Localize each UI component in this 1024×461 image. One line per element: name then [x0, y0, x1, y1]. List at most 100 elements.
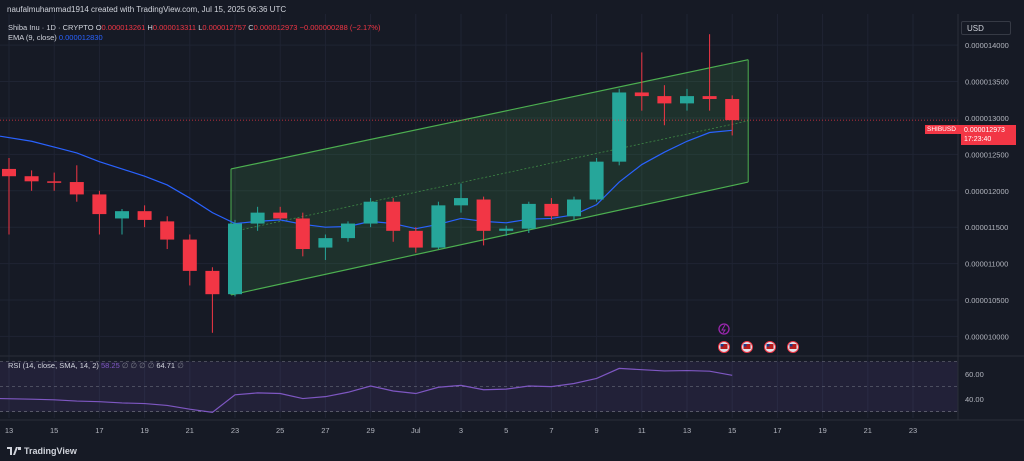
- time-tick-label: 11: [638, 426, 646, 435]
- symbol-name[interactable]: Shiba Inu · 1D · CRYPTO: [8, 23, 94, 32]
- candle-body: [295, 218, 310, 250]
- candle-body: [431, 205, 446, 248]
- candle: [250, 206, 265, 231]
- candle-body: [680, 96, 694, 104]
- candle: [363, 198, 378, 228]
- time-axis[interactable]: 13 15 17 19 21 23 25 27 29 Jul 3 5 7 9 11 13 15 17 19 21 23: [5, 426, 917, 435]
- candle-body: [454, 198, 468, 206]
- candle-body: [567, 199, 581, 217]
- channel-mid-line: [230, 120, 749, 233]
- candle: [386, 198, 401, 242]
- rsi-pane[interactable]: [0, 355, 1024, 421]
- candle: [160, 216, 175, 250]
- candle-body: [24, 176, 39, 182]
- time-tick-label: 5: [504, 426, 508, 435]
- time-tick-label: 13: [5, 426, 13, 435]
- flag-canton: [720, 344, 724, 347]
- price-axis[interactable]: 0.000014000 0.000013500 0.000013000 0.00001…: [957, 14, 1009, 420]
- last-price-value: 0.000012973: [964, 127, 1005, 134]
- currency-selector[interactable]: USD: [961, 21, 1011, 35]
- candle-body: [476, 199, 491, 231]
- time-tick-label: 27: [321, 426, 329, 435]
- candle-body: [228, 223, 242, 295]
- price-tick-label: 0.000012500: [965, 150, 1009, 159]
- candle-body: [589, 161, 604, 200]
- flag-stripes: [743, 344, 751, 349]
- time-tick-label: 17: [95, 426, 103, 435]
- low-value: 0.000012757: [202, 23, 247, 32]
- price-tick-label: 0.000012000: [965, 187, 1009, 196]
- candle-body: [544, 203, 559, 217]
- price-tick-label: 0.000011500: [965, 223, 1008, 232]
- time-tick-label: 21: [186, 426, 194, 435]
- price-tick-label: 0.000013500: [965, 78, 1009, 87]
- us-flag-icon: [764, 341, 776, 353]
- close-label: C: [248, 23, 254, 32]
- us-flag-icon: [741, 341, 753, 353]
- time-tick-label: 23: [231, 426, 239, 435]
- price-tick-label: 0.000011000: [965, 260, 1008, 269]
- price-tick-label: 0.000013000: [965, 114, 1009, 123]
- high-value: 0.000013311: [152, 23, 197, 32]
- candle: [228, 219, 242, 297]
- candle-body: [363, 201, 378, 224]
- lightning-icon: [718, 323, 730, 335]
- low-label: L: [198, 23, 203, 32]
- candle-body: [386, 201, 401, 231]
- time-tick-label: 13: [683, 426, 691, 435]
- time-tick-label: 15: [728, 426, 736, 435]
- candle: [273, 206, 288, 220]
- ema-legend[interactable]: EMA (9, close) 0.000012830: [8, 33, 103, 42]
- candle: [408, 227, 423, 253]
- open-value: 0.000013261: [101, 23, 146, 32]
- candle-body: [137, 211, 152, 220]
- candle: [295, 212, 310, 257]
- candle-body: [205, 270, 220, 295]
- candles: [0, 34, 958, 333]
- chart-header: naufalmuhammad1914 created with TradingV…: [7, 5, 287, 14]
- candle: [318, 234, 333, 260]
- ema-value: 0.000012830: [58, 33, 103, 42]
- rsi-value: 58.25: [100, 361, 120, 370]
- candle-body: [182, 239, 197, 271]
- channel-lower-line: [230, 181, 749, 296]
- us-flag-icon: [718, 341, 730, 353]
- flag-canton: [743, 344, 747, 347]
- time-tick-label: 19: [140, 426, 148, 435]
- flag-stripes: [789, 344, 797, 349]
- candle: [680, 88, 694, 111]
- rsi-value-2: 64.71: [156, 361, 176, 370]
- candle-body: [657, 96, 672, 104]
- time-tick-label: 7: [549, 426, 553, 435]
- candle: [431, 201, 446, 250]
- candle: [702, 34, 717, 111]
- candle: [341, 221, 355, 242]
- ema-label: EMA (9, close): [8, 33, 57, 42]
- event-markers: [718, 323, 799, 353]
- candle-body: [318, 238, 333, 248]
- time-tick-label: 25: [276, 426, 284, 435]
- candle: [47, 172, 62, 191]
- symbol-price-tag: SHIBUSD: [925, 125, 961, 134]
- candle-body: [273, 212, 288, 219]
- time-tick-label: 21: [864, 426, 872, 435]
- brand-name: TradingView: [24, 446, 77, 456]
- candle: [589, 158, 604, 202]
- tradingview-brand[interactable]: TradingView: [7, 446, 77, 456]
- candle: [499, 225, 514, 236]
- high-label: H: [147, 23, 153, 32]
- close-value: 0.000012973: [253, 23, 298, 32]
- change-value: −0.000000288 (−2.17%): [299, 23, 381, 32]
- rsi-tick-label: 40.00: [965, 395, 984, 404]
- time-tick-label: 15: [50, 426, 58, 435]
- candle-body: [47, 181, 62, 183]
- flag-stripes: [720, 344, 728, 349]
- candle: [182, 234, 197, 286]
- candle: [2, 158, 16, 235]
- candle: [634, 52, 649, 111]
- rsi-legend[interactable]: RSI (14, close, SMA, 14, 2) 58.25 ∅ ∅ ∅ …: [8, 361, 184, 370]
- candle-body: [612, 92, 627, 162]
- time-tick-label: 23: [909, 426, 917, 435]
- lightning-glyph: [721, 324, 726, 334]
